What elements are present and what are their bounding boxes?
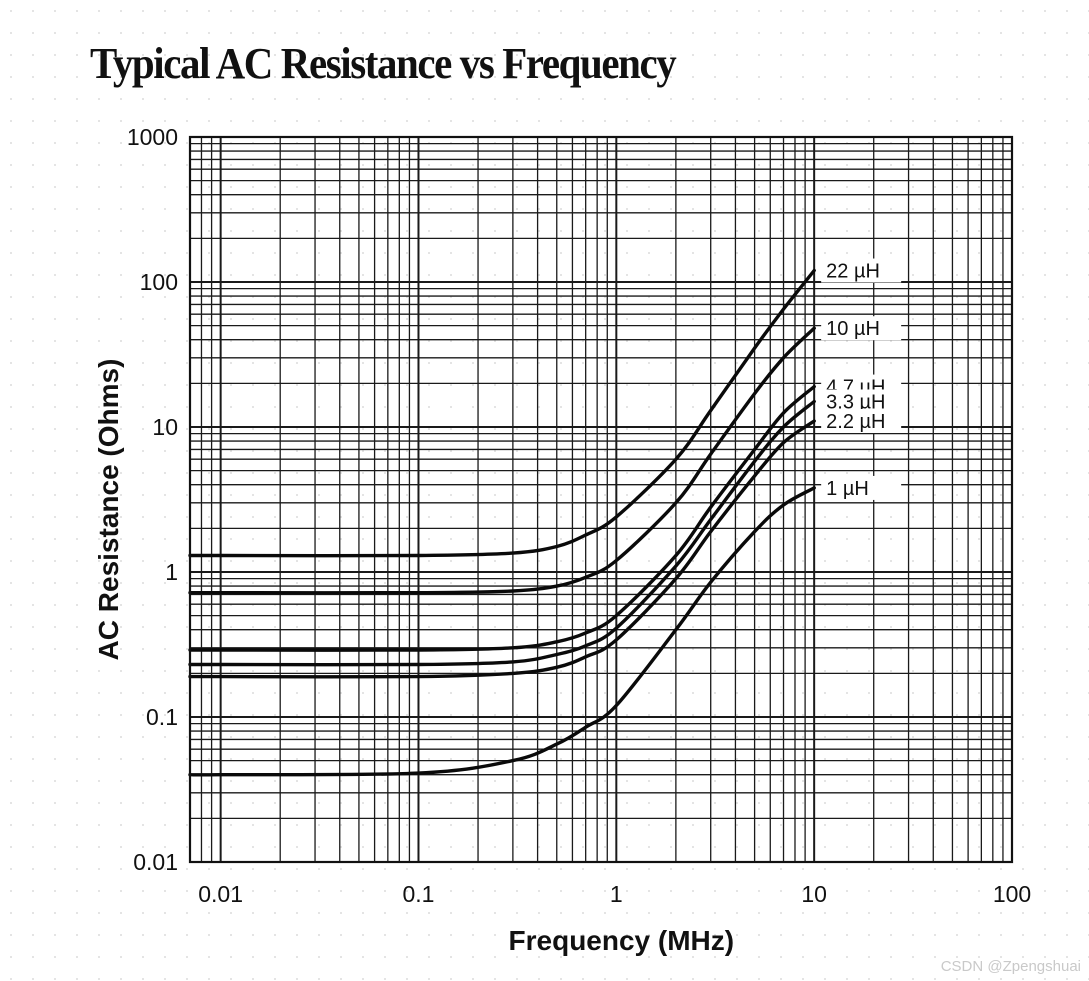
- series-label: 3.3 µH: [826, 391, 885, 413]
- x-tick-label: 100: [993, 881, 1031, 907]
- series-label: 10 µH: [826, 318, 880, 340]
- chart-title: Typical AC Resistance vs Frequency: [90, 39, 677, 88]
- series-line: [188, 419, 816, 679]
- x-tick-label: 0.1: [402, 881, 434, 907]
- series-label-bg: [821, 258, 902, 283]
- watermark: CSDN @Zpengshuai: [940, 958, 1081, 975]
- y-tick-label: 1000: [127, 124, 178, 150]
- series-label: 1 µH: [826, 478, 869, 500]
- y-tick-label: 0.01: [133, 849, 178, 875]
- series-line: [188, 268, 816, 558]
- y-tick-label: 0.1: [146, 704, 178, 730]
- x-axis-title: Frequency (MHz): [509, 925, 735, 956]
- series-line: [188, 384, 816, 652]
- plot-frame: [188, 135, 1014, 864]
- series-label: 2.2 µH: [826, 411, 885, 433]
- series-line: [188, 486, 816, 777]
- series-line: [188, 326, 816, 595]
- series-label-bg: [821, 316, 902, 341]
- x-tick-label: 10: [801, 881, 827, 907]
- series-label: 22 µH: [826, 261, 880, 283]
- y-axis-title: AC Resistance (Ohms): [93, 359, 124, 661]
- y-tick-label: 100: [140, 269, 178, 295]
- y-tick-label: 1: [165, 559, 178, 585]
- y-tick-label: 10: [152, 414, 178, 440]
- x-tick-label: 1: [610, 881, 623, 907]
- series-label-bg: [821, 475, 902, 500]
- x-tick-label: 0.01: [198, 881, 243, 907]
- series-label-bg: [821, 408, 902, 433]
- series-line: [188, 399, 816, 667]
